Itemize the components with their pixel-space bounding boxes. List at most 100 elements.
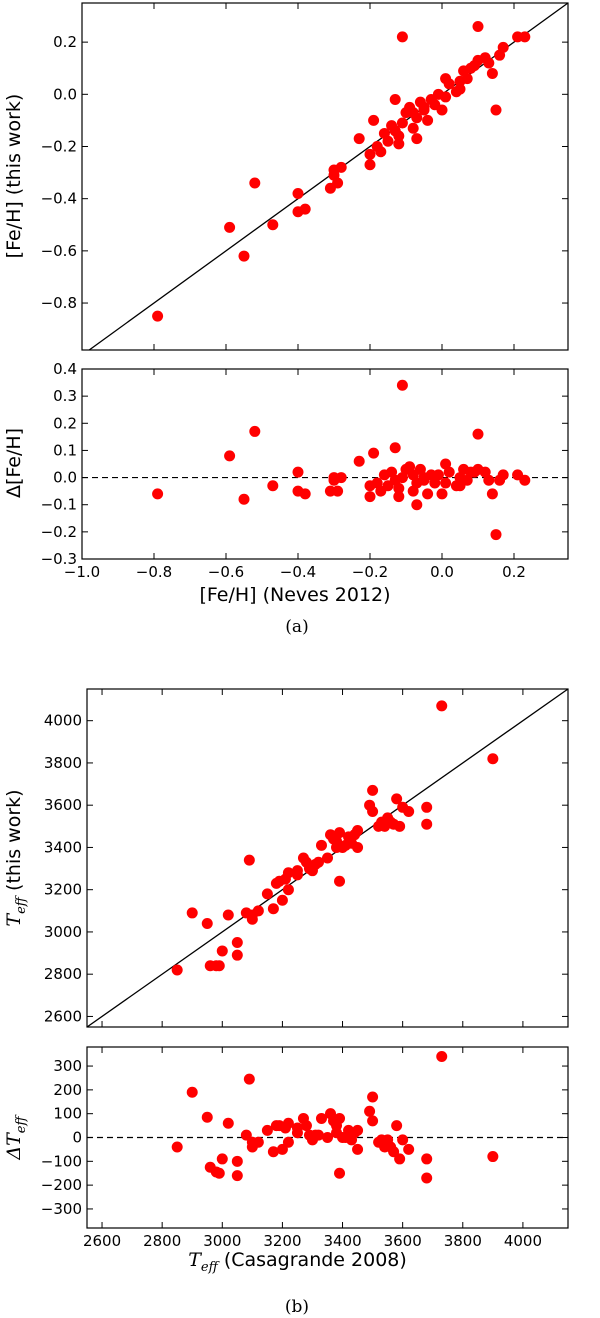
data-point	[411, 112, 423, 124]
data-point	[421, 1153, 433, 1165]
data-point	[322, 852, 333, 864]
data-point	[403, 806, 415, 818]
data-point	[368, 114, 380, 126]
data-point	[216, 1153, 228, 1165]
data-point	[472, 428, 484, 440]
data-point	[299, 203, 311, 215]
y-tick-label: 100	[53, 1105, 82, 1123]
data-point	[396, 117, 408, 129]
data-point	[436, 488, 448, 500]
data-point	[443, 466, 455, 478]
y-tick-label: 0.0	[53, 469, 77, 487]
y-axis-label: Δ[Fe/H]	[3, 428, 25, 498]
y-tick-label: −300	[41, 1200, 82, 1218]
data-point	[334, 875, 346, 887]
x-tick-label: 4000	[504, 1232, 542, 1250]
y-tick-label: 0.2	[53, 33, 77, 51]
data-point	[411, 133, 423, 145]
x-tick-label: 3200	[263, 1232, 301, 1250]
data-point	[213, 1167, 225, 1179]
caption-b: (b)	[285, 1297, 309, 1317]
data-point	[472, 20, 484, 32]
data-point	[249, 177, 261, 189]
data-point	[334, 1112, 346, 1124]
data-point	[249, 425, 261, 437]
y-tick-label: 3800	[44, 754, 82, 772]
data-point	[261, 1124, 273, 1136]
panel-a-top: 0.2 0.0 −0.2 −0.4 −0.6 −0.8 [Fe/H] (this work)	[3, 2, 569, 351]
y-tick-label: −0.6	[41, 242, 77, 260]
data-point	[238, 493, 250, 505]
data-point	[243, 1073, 255, 1085]
data-point	[389, 94, 401, 106]
data-point	[422, 488, 434, 500]
data-point	[497, 469, 509, 481]
data-point	[267, 1146, 279, 1158]
data-point	[389, 442, 401, 454]
data-point	[315, 839, 327, 851]
y-tick-label: 2800	[44, 965, 82, 983]
x-tick-label: 3000	[203, 1232, 241, 1250]
y-tick-label: 0.4	[53, 360, 77, 378]
data-point	[364, 159, 376, 171]
data-point	[267, 219, 279, 231]
y-tick-label: 0.0	[53, 85, 77, 103]
data-point	[282, 1117, 294, 1129]
data-point	[397, 1134, 409, 1146]
data-point	[367, 784, 379, 796]
y-tick-label: 0.2	[53, 414, 77, 432]
data-point	[276, 894, 288, 906]
data-point	[421, 801, 433, 813]
data-point	[461, 73, 473, 85]
data-point	[352, 841, 364, 853]
data-point	[367, 1115, 379, 1127]
data-point	[454, 83, 466, 95]
data-point	[487, 753, 499, 765]
x-axis-label: Teff (Casagrande 2008)	[188, 1249, 407, 1275]
x-tick-label: −0.2	[352, 563, 388, 581]
data-point	[375, 146, 387, 158]
data-point	[519, 474, 531, 486]
data-point	[396, 31, 408, 43]
data-point	[432, 469, 444, 481]
data-point	[282, 867, 294, 879]
data-point	[292, 187, 304, 199]
data-point	[252, 905, 264, 917]
data-point	[224, 450, 236, 462]
data-point	[186, 1086, 198, 1098]
x-tick-label: 2600	[83, 1232, 121, 1250]
data-point	[411, 499, 423, 511]
data-point	[353, 133, 365, 145]
y-tick-label: 3400	[44, 838, 82, 856]
data-point	[335, 161, 347, 173]
plot-frame	[86, 688, 569, 1028]
data-point	[152, 310, 164, 322]
data-point	[364, 148, 376, 160]
data-point	[352, 825, 364, 837]
data-point	[403, 1143, 415, 1155]
data-point	[152, 488, 164, 500]
data-point	[367, 1091, 379, 1103]
data-point	[393, 138, 405, 150]
data-point	[201, 917, 213, 929]
y-tick-label: 0.3	[53, 387, 77, 405]
data-point	[222, 1117, 234, 1129]
data-point	[418, 104, 430, 116]
data-point	[421, 1172, 433, 1184]
x-tick-label: 3600	[384, 1232, 422, 1250]
data-point	[322, 1132, 333, 1143]
y-tick-label: −0.4	[41, 190, 77, 208]
data-point	[368, 447, 380, 459]
y-tick-label: −0.2	[41, 137, 77, 155]
data-point	[352, 1143, 364, 1155]
data-point	[201, 1111, 213, 1123]
data-point	[252, 1136, 264, 1148]
data-point	[367, 806, 379, 818]
data-point	[231, 1155, 243, 1167]
data-point	[497, 41, 509, 53]
data-point	[393, 491, 405, 503]
data-point	[364, 1105, 376, 1117]
y-axis-label: ΔTeff	[3, 1114, 29, 1161]
data-point	[440, 477, 452, 489]
